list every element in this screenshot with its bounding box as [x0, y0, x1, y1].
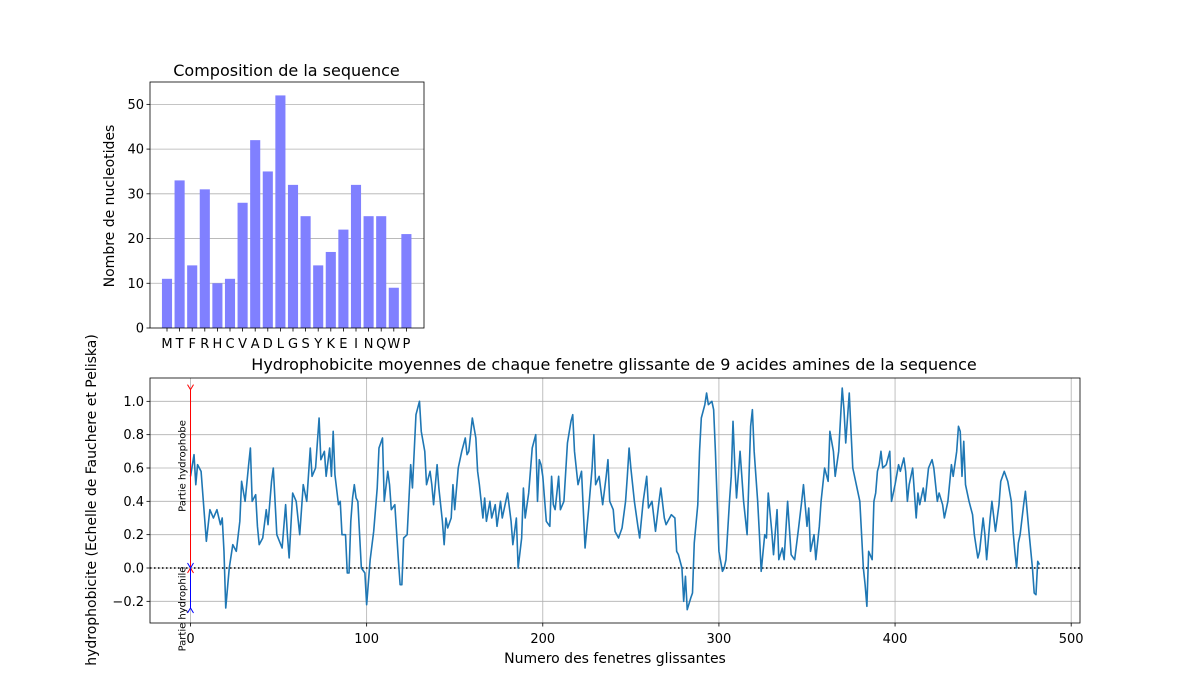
bar-P	[401, 234, 412, 328]
bar-C	[224, 278, 236, 328]
bar-y-tick-label: 0	[136, 322, 144, 337]
bar-x-tick-label: V	[238, 337, 247, 352]
line-chart-x-ticks: 0 100 200 300 400 500	[186, 623, 1084, 647]
bar-I	[350, 184, 362, 328]
bar-x-tick-label: M	[161, 337, 172, 352]
hydrophobicity-series-line	[189, 387, 1041, 611]
bar-x-tick-label: I	[354, 337, 358, 352]
bar-x-tick-label: W	[387, 337, 400, 352]
bar-chart-title: Composition de la sequence	[173, 61, 400, 80]
bar-S	[300, 216, 311, 328]
line-x-tick-label: 0	[186, 632, 194, 647]
bar-L	[275, 95, 286, 328]
line-x-tick-label: 200	[530, 632, 555, 647]
line-y-tick-label: 0.0	[123, 562, 144, 577]
bar-x-tick-label: L	[277, 337, 285, 352]
line-chart: Hydrophobicite moyennes de chaque fenetr…	[84, 334, 1084, 667]
line-y-tick-label: −0.2	[112, 595, 144, 610]
bar-x-tick-label: K	[327, 337, 336, 352]
bar-x-tick-label: R	[200, 337, 209, 352]
line-chart-xlabel: Numero des fenetres glissantes	[504, 651, 726, 667]
line-chart-frame	[149, 377, 1081, 624]
annotation-arrow-head	[187, 384, 194, 391]
line-y-tick-label: 0.6	[123, 462, 144, 477]
bar-x-tick-label: G	[288, 337, 298, 352]
bar-y-tick-label: 30	[127, 187, 144, 202]
annotation-arrow-head	[187, 607, 194, 614]
bar-x-tick-label: P	[402, 337, 410, 352]
line-x-tick-label: 300	[707, 632, 732, 647]
annotation-label: Partie hydrophile	[178, 567, 189, 652]
bar-y-tick-label: 20	[127, 232, 144, 247]
line-chart-ylabel: hydrophobicite (Echelle de Fauchere et P…	[84, 334, 100, 666]
bar-y-tick-label: 50	[127, 98, 144, 113]
bar-x-tick-label: H	[213, 337, 223, 352]
bar-N	[363, 216, 374, 328]
bar-chart-ylabel: Nombre de nucleotides	[102, 125, 118, 288]
bar-x-tick-label: Q	[376, 337, 386, 352]
bar-M	[161, 278, 173, 328]
bar-chart-frame	[149, 81, 425, 329]
line-chart-gridlines	[150, 378, 1080, 623]
bar-x-tick-label: T	[175, 337, 184, 352]
bar-Q	[376, 216, 387, 328]
bar-K	[325, 251, 336, 328]
bar-chart-y-ticks: 0 10 20 30 40 50	[127, 98, 150, 337]
bar-chart: Composition de la sequence 0 10 20 30 40 50 M…	[102, 61, 425, 352]
bar-A	[250, 140, 261, 328]
bar-H	[212, 283, 223, 328]
bar-R	[199, 189, 210, 328]
line-chart-title: Hydrophobicite moyennes de chaque fenetr…	[251, 355, 976, 374]
line-x-tick-label: 500	[1059, 632, 1084, 647]
line-y-tick-label: 1.0	[123, 395, 144, 410]
annotation-label: Partie hydrophobe	[178, 420, 189, 512]
bar-x-tick-label: F	[188, 337, 195, 352]
bar-y-tick-label: 40	[127, 143, 144, 158]
line-y-tick-label: 0.8	[123, 428, 144, 443]
bar-V	[237, 202, 248, 328]
bar-x-tick-label: A	[251, 337, 260, 352]
bar-E	[338, 229, 349, 328]
bar-x-tick-label: N	[364, 337, 374, 352]
line-chart-annotations: Partie hydrophobe Partie hydrophile	[178, 384, 194, 652]
line-y-tick-label: 0.4	[123, 495, 144, 510]
bar-Y	[313, 265, 324, 328]
bar-x-tick-label: Y	[313, 337, 322, 352]
bar-T	[174, 180, 185, 328]
bar-D	[262, 171, 273, 328]
line-chart-y-ticks: −0.2 0.0 0.2 0.4 0.6 0.8 1.0	[112, 395, 150, 610]
bar-G	[287, 184, 299, 328]
bar-y-tick-label: 10	[127, 277, 144, 292]
line-y-tick-label: 0.2	[123, 528, 144, 543]
bar-W	[388, 287, 399, 328]
bar-x-tick-label: S	[301, 337, 309, 352]
bar-x-tick-label: C	[225, 337, 234, 352]
line-x-tick-label: 400	[883, 632, 908, 647]
bar-x-tick-label: E	[339, 337, 347, 352]
bar-chart-bars	[161, 95, 412, 328]
bar-x-tick-label: D	[263, 337, 273, 352]
line-x-tick-label: 100	[354, 632, 379, 647]
annotation-arrow-head	[187, 562, 194, 569]
bar-F	[187, 265, 198, 328]
